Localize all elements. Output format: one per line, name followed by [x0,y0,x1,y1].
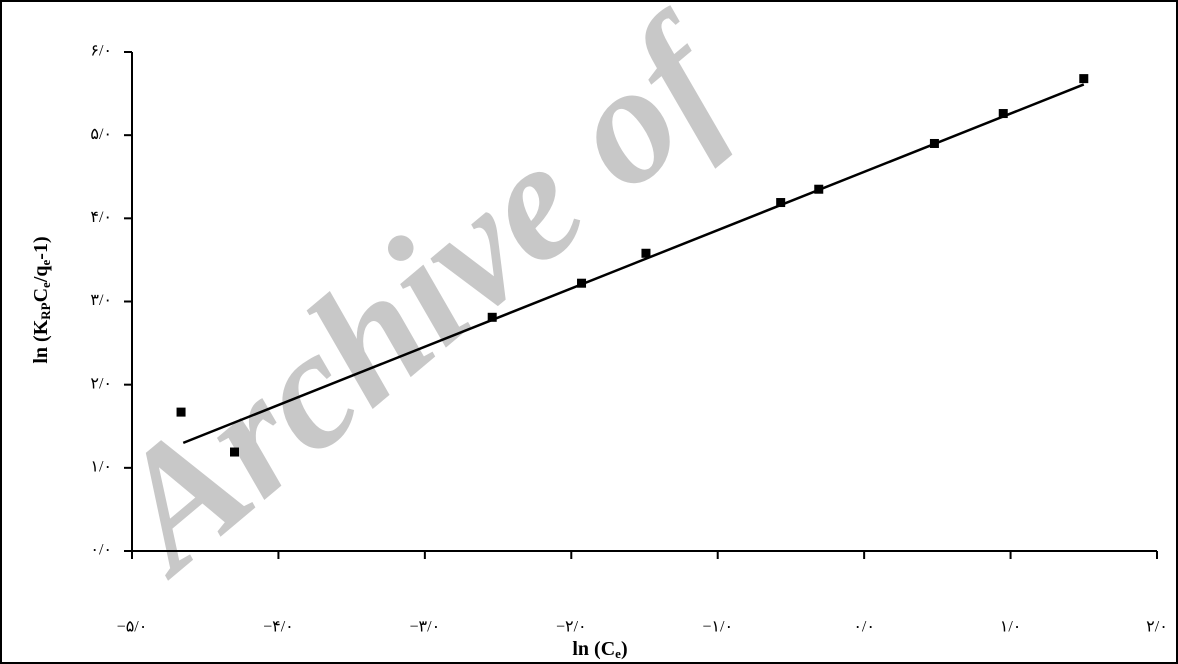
y-label-part: C [30,288,52,302]
point [814,184,824,194]
x-label-part: ln (C [572,638,615,660]
y-label-part: /q [30,265,52,283]
y-tick-label: ۳/۰ [90,292,112,309]
x-tick-label: ۲/۰ [1146,619,1168,636]
point [776,198,786,208]
x-tick-label: −۵/۰ [117,619,148,636]
y-tick-label: ۵/۰ [90,126,112,143]
y-label-part: e [38,259,53,265]
x-tick-label: −۱/۰ [702,619,733,636]
point [641,248,651,258]
point [230,447,239,457]
x-tick-label: −۳/۰ [410,619,441,636]
y-label: ln (KRPCe/qe-1) [30,236,53,363]
y-tick-label: ۲/۰ [90,375,112,392]
y-label-part: -1) [30,236,52,259]
y-tick-label: ۶/۰ [90,43,112,60]
y-label-part: e [38,282,53,288]
point [929,138,939,148]
x-label: ln (Ce) [572,638,627,661]
x-tick-label: −۴/۰ [263,619,294,636]
y-tick-label: ۱/۰ [90,459,112,476]
point [998,109,1008,119]
x-tick-label: ۰/۰ [853,619,875,636]
point [487,312,497,322]
y-label-part: ln (K [30,319,52,363]
x-label-part: e [615,646,621,661]
x-label-part: ) [621,638,628,660]
point [577,278,587,288]
point [1079,74,1089,84]
x-tick-label: −۲/۰ [556,619,587,636]
y-label-part: RP [38,302,53,319]
y-tick-label: ۰/۰ [90,542,112,559]
y-tick-label: ۴/۰ [90,209,112,226]
x-tick-label: ۱/۰ [1000,619,1022,636]
point [176,407,186,417]
